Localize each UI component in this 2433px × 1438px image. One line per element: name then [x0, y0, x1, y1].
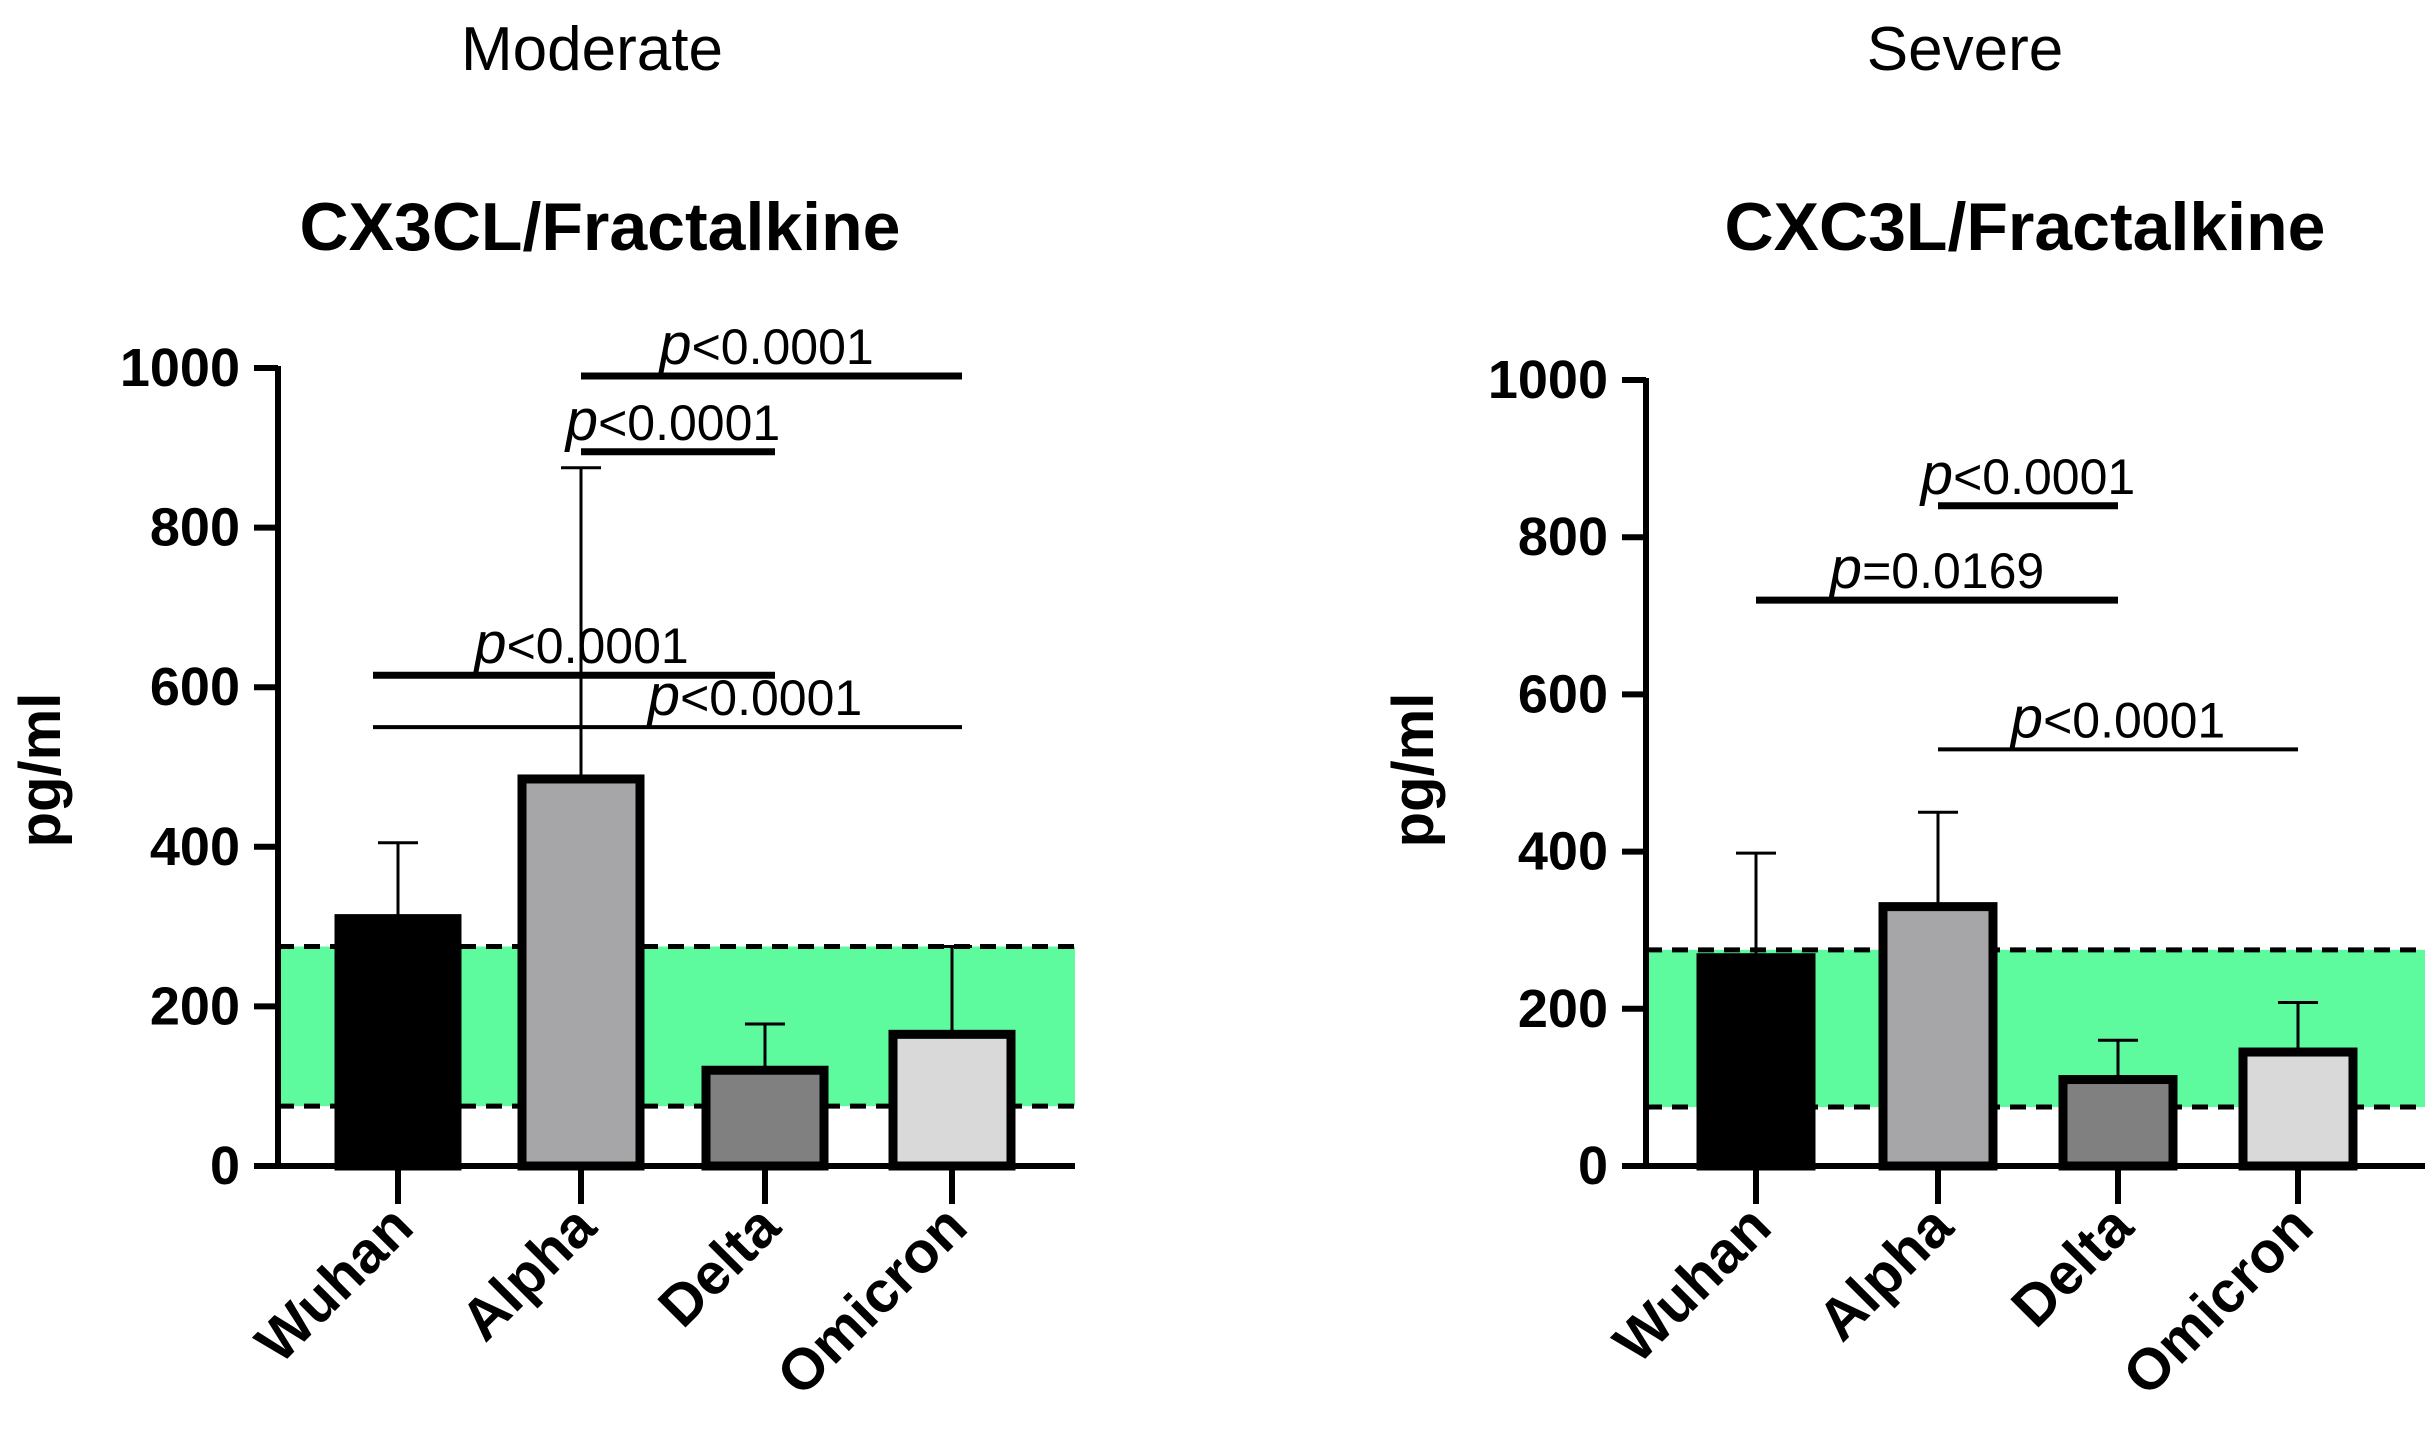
p-value: <0.0001 — [692, 319, 874, 375]
p-symbol: p — [657, 312, 691, 377]
p-symbol: p — [564, 388, 598, 453]
x-tick-label-delta: Delta — [646, 1193, 793, 1340]
chart-panel-moderate: Moderate CX3CL/Fractalkine pg/ml 0 200 400 600… — [8, 15, 1075, 1408]
y-tick-label: 400 — [150, 817, 240, 877]
p-value: <0.0001 — [507, 618, 689, 674]
chart-panel-severe: Severe CXC3L/Fractalkine pg/ml 0 200 400 600 80… — [1381, 15, 2425, 1408]
p-value-label: p<0.0001 — [646, 663, 862, 728]
y-tick-label: 600 — [150, 657, 240, 717]
panel-label: Severe — [1867, 15, 2063, 84]
p-value: <0.0001 — [680, 670, 862, 726]
p-symbol: p — [1919, 442, 1953, 507]
chart-title: CXC3L/Fractalkine — [1725, 189, 2326, 265]
bar-omicron — [2238, 1047, 2358, 1171]
y-tick-label: 400 — [1518, 822, 1608, 882]
y-tick-label: 0 — [210, 1136, 240, 1196]
p-value: <0.0001 — [598, 395, 780, 451]
y-tick-label: 200 — [150, 976, 240, 1036]
bar-delta — [2058, 1075, 2178, 1171]
bar-wuhan — [334, 914, 462, 1171]
p-value: <0.0001 — [2043, 692, 2225, 748]
p-value-label: p<0.0001 — [1919, 442, 2135, 507]
p-value-label: p<0.0001 — [657, 312, 873, 377]
x-tick-label-delta: Delta — [1999, 1193, 2146, 1340]
p-value: =0.0169 — [1862, 543, 2044, 599]
p-symbol: p — [472, 611, 506, 676]
x-tick-label-alpha: Alpha — [448, 1193, 608, 1353]
p-value-label: p=0.0169 — [1828, 536, 2044, 601]
bar-alpha — [517, 774, 645, 1171]
chart-title: CX3CL/Fractalkine — [300, 189, 901, 265]
panel-label: Moderate — [461, 15, 723, 84]
p-value-label: p<0.0001 — [564, 388, 780, 453]
y-tick-label: 1000 — [1488, 350, 1608, 410]
x-tick-label-omicron: Omicron — [765, 1193, 980, 1408]
p-symbol: p — [2009, 685, 2043, 750]
y-tick-label: 600 — [1518, 664, 1608, 724]
p-value-label: p<0.0001 — [472, 611, 688, 676]
y-axis-label: pg/ml — [8, 693, 73, 848]
y-tick-label: 200 — [1518, 979, 1608, 1039]
y-tick-label: 800 — [150, 498, 240, 558]
bar-omicron — [888, 1029, 1016, 1171]
p-value-label: p<0.0001 — [2009, 685, 2225, 750]
y-tick-label: 0 — [1578, 1136, 1608, 1196]
y-tick-label: 1000 — [120, 338, 240, 398]
x-tick-label-wuhan: Wuhan — [243, 1193, 425, 1375]
x-tick-label-alpha: Alpha — [1805, 1193, 1965, 1353]
bar-wuhan — [1696, 953, 1816, 1171]
p-symbol: p — [1828, 536, 1862, 601]
x-tick-label-omicron: Omicron — [2111, 1193, 2326, 1408]
bar-alpha — [1878, 902, 1998, 1171]
bar-delta — [701, 1065, 829, 1171]
p-value: <0.0001 — [1953, 449, 2135, 505]
y-tick-label: 800 — [1518, 507, 1608, 567]
x-tick-label-wuhan: Wuhan — [1601, 1193, 1783, 1375]
y-axis-label: pg/ml — [1381, 693, 1446, 848]
p-symbol: p — [646, 663, 680, 728]
